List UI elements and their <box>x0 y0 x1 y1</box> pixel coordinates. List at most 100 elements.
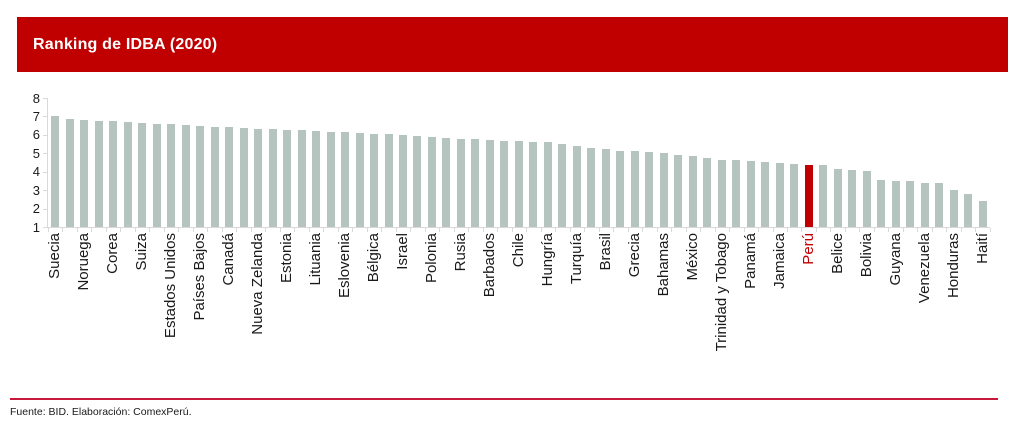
bar-rank-36 <box>558 143 567 227</box>
y-axis-label: 1 <box>32 219 40 235</box>
x-axis-tick <box>729 228 731 232</box>
source-note: Fuente: BID. Elaboración: ComexPerú. <box>10 406 192 418</box>
bar-rank-14 <box>239 127 248 227</box>
bar-rank-20 <box>326 131 335 227</box>
x-axis-label-bahamas: Bahamas <box>654 233 672 297</box>
bar-bolivia <box>862 171 871 227</box>
bar-rank-10 <box>181 125 190 227</box>
x-axis-tick <box>584 228 586 232</box>
x-axis-tick <box>308 228 310 232</box>
x-axis-label-méxico: México <box>683 233 701 281</box>
x-axis-tick <box>337 228 339 232</box>
x-axis-tick <box>844 228 846 232</box>
y-axis-tick <box>43 190 47 192</box>
x-axis-tick <box>279 228 281 232</box>
x-axis-label-suiza: Suiza <box>133 233 151 271</box>
x-axis-tick <box>323 228 325 232</box>
x-axis-tick <box>786 228 788 232</box>
x-axis-tick <box>236 228 238 232</box>
bar-jamaica <box>775 163 784 227</box>
x-axis-tick <box>352 228 354 232</box>
bar-turquía <box>572 145 581 227</box>
bar-rank-8 <box>152 123 161 227</box>
chart-title: Ranking de IDBA (2020) <box>33 35 218 53</box>
bar-rank-34 <box>529 141 538 227</box>
bar-bélgica <box>370 133 379 227</box>
x-axis-tick <box>569 228 571 232</box>
bar-rank-12 <box>210 126 219 227</box>
x-axis-tick <box>468 228 470 232</box>
x-axis-tick <box>815 228 817 232</box>
x-axis-tick <box>975 228 977 232</box>
x-axis-tick <box>801 228 803 232</box>
bar-lituania <box>312 130 321 227</box>
x-axis-label-jamaica: Jamaica <box>770 233 788 289</box>
x-axis-tick <box>62 228 64 232</box>
x-axis-tick <box>410 228 412 232</box>
y-axis-line <box>47 98 48 227</box>
x-axis-tick <box>366 228 368 232</box>
bar-perú <box>804 164 813 227</box>
x-axis-tick <box>989 228 991 232</box>
bar-rank-18 <box>297 130 306 227</box>
bar-rank-32 <box>500 140 509 227</box>
bar-rank-50 <box>761 161 770 227</box>
x-axis-tick <box>76 228 78 232</box>
bar-méxico <box>688 155 697 227</box>
y-axis-label: 6 <box>32 127 40 143</box>
y-axis-tick <box>43 227 47 228</box>
x-axis-tick <box>946 228 948 232</box>
footer-divider <box>10 398 998 400</box>
bar-suecia <box>51 116 60 227</box>
bar-barbados <box>485 140 494 227</box>
bar-rank-4 <box>94 120 103 227</box>
x-axis-label-israel: Israel <box>394 233 411 270</box>
x-axis-label-bélgica: Bélgica <box>365 233 383 283</box>
x-axis-tick <box>134 228 136 232</box>
x-axis-tick <box>758 228 759 232</box>
x-axis-tick <box>873 228 875 232</box>
bar-corea <box>109 121 118 227</box>
bar-rank-48 <box>732 160 741 227</box>
x-axis-label-perú: Perú <box>799 233 817 265</box>
y-axis-tick <box>43 134 47 136</box>
bar-países-bajos <box>196 126 205 227</box>
x-axis-tick <box>830 228 832 232</box>
x-axis-tick <box>381 228 383 232</box>
x-axis-line <box>47 227 990 228</box>
bar-noruega <box>80 119 89 227</box>
x-axis-tick <box>482 228 484 232</box>
x-axis-tick <box>642 228 644 232</box>
bar-rank-64 <box>964 193 973 227</box>
x-axis-label-bolivia: Bolivia <box>857 233 875 278</box>
x-axis-tick <box>439 228 441 232</box>
x-axis-tick <box>207 228 209 232</box>
bar-rank-38 <box>587 147 596 227</box>
bar-rank-26 <box>413 135 422 227</box>
bar-suiza <box>138 122 147 227</box>
bar-nueva-zelanda <box>254 128 263 227</box>
x-axis-label-panamá: Panamá <box>741 233 759 289</box>
x-axis-tick <box>772 228 774 232</box>
x-axis-tick <box>497 228 499 232</box>
bar-rank-40 <box>616 150 625 227</box>
bar-brasil <box>601 149 610 227</box>
x-axis-tick <box>395 228 397 232</box>
bar-rank-56 <box>848 169 857 227</box>
x-axis-label-lituania: Lituania <box>307 233 325 286</box>
x-axis-tick <box>294 228 296 232</box>
x-axis-label-belice: Belice <box>828 233 846 274</box>
x-axis-tick <box>48 228 49 232</box>
bar-eslovenia <box>341 132 350 227</box>
x-axis-tick <box>178 228 180 232</box>
x-axis-label-venezuela: Venezuela <box>915 233 933 304</box>
bar-bahamas <box>659 152 668 227</box>
x-axis-tick <box>888 228 890 232</box>
x-axis-tick <box>540 228 542 232</box>
x-axis-tick <box>714 228 716 232</box>
x-axis-label-corea: Corea <box>104 233 122 274</box>
x-axis-label-noruega: Noruega <box>75 233 93 291</box>
bar-israel <box>399 135 407 227</box>
bar-rank-62 <box>935 183 944 227</box>
x-axis-label-canadá: Canadá <box>220 233 238 286</box>
